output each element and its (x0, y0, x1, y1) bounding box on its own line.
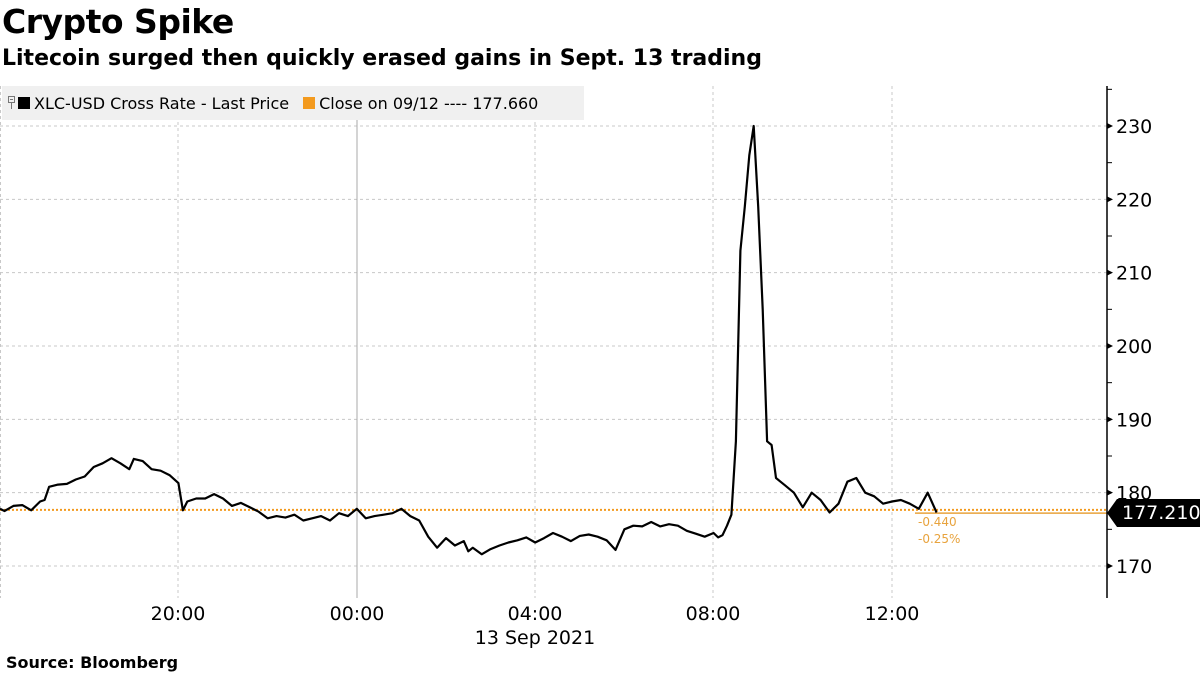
svg-text:08:00: 08:00 (686, 603, 741, 625)
legend-handle-icon (8, 96, 15, 109)
legend-swatch-black-icon (18, 97, 30, 109)
gridlines (0, 86, 1107, 598)
change-value: -0.440 (918, 515, 957, 529)
svg-text:00:00: 00:00 (330, 603, 385, 625)
legend: XLC-USD Cross Rate - Last Price Close on… (2, 86, 584, 120)
legend-item-price: XLC-USD Cross Rate - Last Price (18, 94, 289, 113)
chart-title: Crypto Spike (2, 2, 234, 41)
legend-label-close: Close on 09/12 ---- 177.660 (319, 93, 539, 113)
svg-text:210: 210 (1116, 263, 1152, 285)
svg-text:13 Sep 2021: 13 Sep 2021 (475, 627, 595, 649)
x-axis-ticks: 20:00 00:00 04:00 08:00 12:00 13 Sep 2021 (151, 603, 920, 649)
change-percent: -0.25% (918, 532, 961, 546)
chart-subtitle: Litecoin surged then quickly erased gain… (2, 46, 762, 71)
source-note: Source: Bloomberg (6, 653, 179, 672)
svg-text:190: 190 (1116, 409, 1152, 431)
svg-text:230: 230 (1116, 116, 1152, 138)
svg-text:170: 170 (1116, 556, 1152, 578)
svg-text:04:00: 04:00 (508, 603, 563, 625)
last-value-badge (1107, 499, 1200, 527)
svg-text:20:00: 20:00 (151, 603, 206, 625)
last-value-label: 177.210 (1122, 502, 1200, 524)
svg-text:12:00: 12:00 (865, 603, 920, 625)
svg-text:200: 200 (1116, 336, 1152, 358)
legend-item-close: Close on 09/12 ---- 177.660 (303, 94, 538, 113)
legend-swatch-orange-icon (303, 97, 316, 109)
price-line (0, 124, 938, 556)
svg-text:220: 220 (1116, 189, 1152, 211)
legend-label-price: XLC-USD Cross Rate - Last Price (34, 93, 290, 113)
